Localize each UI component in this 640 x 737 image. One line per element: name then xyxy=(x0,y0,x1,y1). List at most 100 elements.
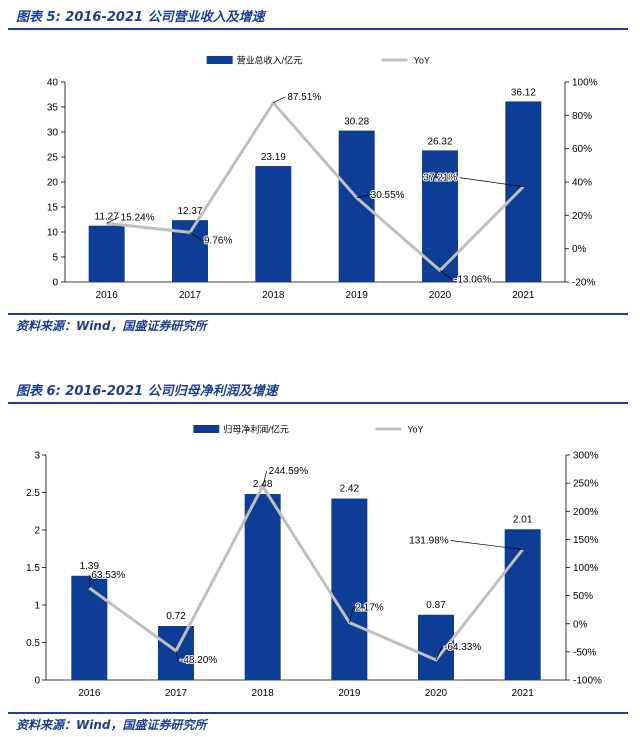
bar-value-label: 0.87 xyxy=(426,600,446,611)
bar-value-label: 11.27 xyxy=(95,212,120,223)
legend-bar-swatch xyxy=(193,425,220,433)
left-tick-label: 0 xyxy=(34,676,40,687)
right-tick-label: 100% xyxy=(573,563,599,574)
x-tick-label-2018: 2018 xyxy=(262,290,285,301)
bar-2017 xyxy=(172,220,208,282)
figure-6-title: 图表 6: 2016-2021 公司归母净利润及增速 xyxy=(16,384,278,399)
yoy-value-label: 2.17% xyxy=(355,603,383,614)
left-tick-label: 3 xyxy=(34,451,40,462)
yoy-leader-line xyxy=(273,96,286,104)
legend-bar-label: 归母净利润/亿元 xyxy=(223,424,289,435)
yoy-value-label: 15.24% xyxy=(121,212,155,223)
left-tick-label: 40 xyxy=(47,78,59,89)
net-profit-chart: 0 0.5 1 1.5 2 2.5 3 -100% -50% 0% 50% 100% 150% 200% 2… xyxy=(26,424,602,700)
bar-2020 xyxy=(418,614,454,680)
x-tick-label-2019: 2019 xyxy=(346,290,369,301)
left-tick-label: 15 xyxy=(47,203,59,214)
left-tick-label: 1 xyxy=(34,601,40,612)
left-tick-label: 2.5 xyxy=(26,488,40,499)
bar-value-label: 2.42 xyxy=(340,484,360,495)
yoy-value-label: 244.59% xyxy=(269,466,309,477)
yoy-value-label: -13.06% xyxy=(454,274,491,285)
bar-2018 xyxy=(244,494,281,680)
bar-2021 xyxy=(505,101,542,283)
yoy-value-label: 131.98% xyxy=(409,536,449,547)
right-tick-label: 250% xyxy=(573,479,599,490)
bar-value-label: 26.32 xyxy=(427,136,452,147)
yoy-leader-line xyxy=(459,177,524,187)
x-tick-label-2017: 2017 xyxy=(179,290,202,301)
legend-line-label: YoY xyxy=(414,56,430,66)
figure-5-source: 资料来源：Wind，国盛证券研究所 xyxy=(16,319,207,333)
right-tick-label: -100% xyxy=(573,676,602,687)
right-tick-label: 300% xyxy=(573,451,599,462)
x-tick-label-2016: 2016 xyxy=(78,688,101,699)
right-tick-label: 150% xyxy=(573,535,599,546)
yoy-leader-line xyxy=(189,232,203,241)
figure-6-top-rule xyxy=(8,402,628,404)
left-tick-label: 25 xyxy=(47,153,59,164)
yoy-value-label: 30.55% xyxy=(371,190,405,201)
yoy-value-label: -64.33% xyxy=(444,642,481,653)
right-tick-label: -20% xyxy=(572,278,595,289)
yoy-leader-line xyxy=(356,194,369,199)
revenue-chart: 0 5 10 15 20 25 30 35 40 -20% 0% 20% 40% 60% 80% 100% 营业… xyxy=(47,55,598,302)
left-tick-label: 35 xyxy=(47,103,59,114)
yoy-leader-line xyxy=(175,650,179,660)
right-tick-label: 60% xyxy=(572,144,592,155)
yoy-line xyxy=(106,100,525,273)
left-tick-label: 10 xyxy=(47,228,59,239)
bar-value-label: 1.39 xyxy=(80,561,100,572)
bar-2021 xyxy=(504,529,541,680)
figure-5-top-rule xyxy=(8,28,628,30)
legend-bar-swatch xyxy=(206,56,233,64)
bar-value-label: 23.19 xyxy=(261,152,286,163)
yoy-leader-line xyxy=(439,270,453,280)
right-tick-label: 40% xyxy=(572,178,592,189)
figure-5-bottom-rule xyxy=(8,313,628,315)
yoy-leader-line xyxy=(106,216,119,224)
bar-value-label: 36.12 xyxy=(511,87,536,98)
x-tick-label-2020: 2020 xyxy=(425,688,448,699)
right-tick-label: 50% xyxy=(573,591,593,602)
right-tick-label: 80% xyxy=(572,111,592,122)
right-tick-label: 0% xyxy=(572,244,587,255)
right-tick-label: 100% xyxy=(572,78,598,89)
figure-6-bottom-rule xyxy=(8,712,628,714)
yoy-value-label: 37.21% xyxy=(423,173,457,184)
figure-6-source: 资料来源：Wind，国盛证券研究所 xyxy=(16,718,207,732)
figure-5-title: 图表 5: 2016-2021 公司营业收入及增速 xyxy=(16,10,265,25)
bar-2018 xyxy=(255,166,292,282)
bar-value-label: 2.01 xyxy=(513,514,533,525)
yoy-leader-line xyxy=(435,646,443,661)
legend-line-label: YoY xyxy=(407,425,423,435)
yoy-value-label: -48.20% xyxy=(180,655,217,666)
bar-2020 xyxy=(422,150,458,282)
yoy-leader-line xyxy=(348,607,354,623)
right-tick-label: 0% xyxy=(573,619,588,630)
right-tick-label: 20% xyxy=(572,211,592,222)
bar-2016 xyxy=(71,575,108,680)
x-tick-label-2019: 2019 xyxy=(338,688,361,699)
yoy-value-label: 87.51% xyxy=(287,92,321,103)
right-tick-label: -50% xyxy=(573,647,596,658)
bar-2019 xyxy=(338,130,375,282)
legend-bar-label: 营业总收入/亿元 xyxy=(237,55,303,66)
x-tick-label-2021: 2021 xyxy=(512,290,535,301)
yoy-line xyxy=(88,483,524,662)
bar-value-label: 30.28 xyxy=(344,117,369,128)
left-tick-label: 20 xyxy=(47,178,59,189)
bar-2019 xyxy=(331,498,368,680)
yoy-value-label: 63.53% xyxy=(91,570,125,581)
left-tick-label: 5 xyxy=(52,253,58,264)
bar-value-label: 0.72 xyxy=(166,611,186,622)
left-tick-label: 30 xyxy=(47,128,59,139)
left-tick-label: 1.5 xyxy=(26,563,40,574)
bar-value-label: 12.37 xyxy=(177,206,202,217)
x-tick-label-2016: 2016 xyxy=(96,290,119,301)
yoy-leader-line xyxy=(262,471,268,487)
x-tick-label-2021: 2021 xyxy=(512,688,535,699)
left-tick-label: 2 xyxy=(34,526,40,537)
x-tick-label-2020: 2020 xyxy=(429,290,452,301)
yoy-value-label: 9.76% xyxy=(204,235,232,246)
